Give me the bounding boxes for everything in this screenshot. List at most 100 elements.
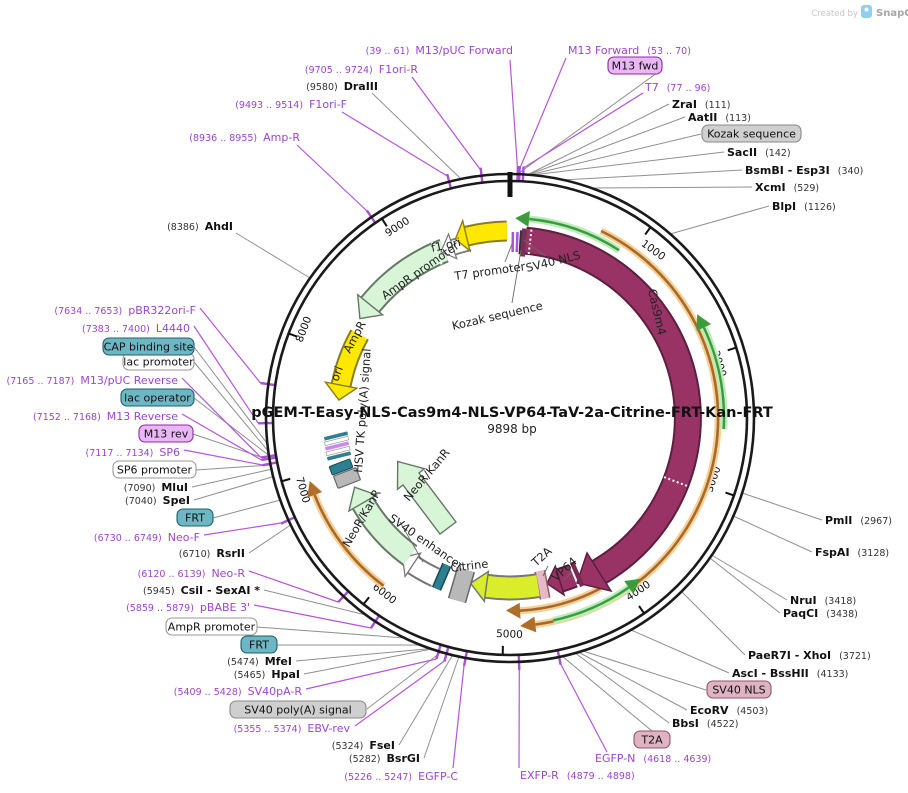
callout-frt-1-label: FRT (249, 639, 269, 652)
callout-fse1[interactable]: (5324) FseI (332, 739, 395, 752)
snapgene-icon-dot (864, 7, 869, 12)
callout-asc1[interactable]: AscI - BssHII (4133) (732, 667, 848, 680)
callout-spe1[interactable]: (7040) SpeI (125, 494, 190, 507)
callout-ahd1[interactable]: (8386) AhdI (167, 220, 233, 233)
callouts-top-left: (39 .. 61) M13/pUC Forward (9705 .. 9724)… (167, 44, 513, 233)
callout-frt-2-label: FRT (185, 512, 205, 525)
feature-t2a (534, 570, 551, 600)
callout-sv40-polya-label: SV40 poly(A) signal (244, 704, 351, 717)
callout-m13-forward[interactable]: M13 Forward (53 .. 70) (568, 44, 691, 57)
callout-f1ori-f[interactable]: (9493 .. 9514) F1ori-F (235, 98, 347, 111)
callout-paer71[interactable]: PaeR7I - XhoI (3721) (748, 649, 871, 662)
plasmid-backbone-ring (264, 172, 756, 664)
callout-box-t2a[interactable] (633, 730, 671, 749)
callout-bsrg1[interactable]: (5282) BsrGI (349, 752, 420, 765)
callout-aat2[interactable]: AatII (113) (688, 111, 751, 124)
enzyme-leader-lines (191, 69, 823, 759)
callout-l4440[interactable]: (7383 .. 7400) L4440 (82, 322, 190, 335)
primer-leader-lines (181, 57, 644, 769)
callout-mfe1[interactable]: (5474) MfeI (227, 655, 292, 668)
callout-box-m13-rev[interactable] (138, 424, 194, 443)
callout-box-m13-fwd[interactable] (607, 56, 663, 75)
callout-hpa1[interactable]: (5465) HpaI (234, 668, 300, 681)
feature-cas9m4 (524, 226, 702, 593)
callout-box-ampr-promoter[interactable] (165, 617, 258, 636)
callout-exfp-r[interactable]: EXFP-R (4879 .. 4898) (520, 769, 635, 782)
callout-rsr2[interactable]: (6710) RsrII (179, 547, 245, 560)
plasmid-title: pGEM-T-Easy-NLS-Cas9m4-NLS-VP64-TaV-2a-C… (251, 405, 773, 421)
callout-neo-r[interactable]: (6120 .. 6139) Neo-R (138, 567, 246, 580)
callout-paqc1[interactable]: PaqCI (3438) (783, 607, 858, 620)
callout-box-kozak[interactable] (701, 124, 802, 143)
callouts-right: PmlI (2967) FspAI (3128) NruI (3418) PaqCI(… (520, 514, 892, 782)
callout-sac2[interactable]: SacII (142) (727, 146, 791, 159)
callout-nru1[interactable]: NruI (3418) (790, 594, 856, 607)
callout-m13puc-reverse[interactable]: (7165 .. 7187) M13/pUC Reverse (7, 374, 179, 387)
map-label-kozak: Kozak sequence (451, 298, 545, 333)
callout-sv40-nls-label: SV40 NLS (712, 684, 765, 697)
map-label-t7-promoter: T7 promoter (452, 259, 526, 283)
callout-sp6-primer[interactable]: (7117 .. 7134) SP6 (86, 446, 180, 459)
callout-fspa1[interactable]: FspAI (3128) (815, 546, 889, 559)
callout-ecorv[interactable]: EcoRV (4503) (690, 704, 768, 717)
map-label-leaders (399, 239, 573, 581)
callout-box-cap-binding-site[interactable] (102, 337, 195, 356)
callout-pml1[interactable]: PmlI (2967) (825, 514, 892, 527)
feature-ori (323, 329, 369, 401)
callout-bbs1[interactable]: BbsI (4522) (672, 717, 739, 730)
tick-label: 9000 (383, 215, 412, 240)
callout-csi1[interactable]: (5945) CsiI - SexAI * (143, 584, 260, 597)
callouts-bottom-left: (5226 .. 5247) EGFP-C (5282) BsrGI (5324) F… (7, 304, 459, 783)
callout-egfp-n[interactable]: EGFP-N (4618 .. 4639) (595, 752, 711, 765)
callout-kozak-label: Kozak sequence (707, 128, 796, 141)
callout-egfp-c[interactable]: (5226 .. 5247) EGFP-C (344, 770, 458, 783)
callout-box-sp6-promoter[interactable] (112, 460, 197, 479)
callout-f1ori-r[interactable]: (9705 .. 9724) F1ori-R (305, 63, 418, 76)
callout-sv40pa-r[interactable]: (5409 .. 5428) SV40pA-R (174, 685, 303, 698)
callout-m13puc-forward[interactable]: (39 .. 61) M13/pUC Forward (366, 44, 513, 57)
callout-m13-fwd-label: M13 fwd (612, 60, 659, 73)
feature-frt-1 (431, 562, 452, 591)
callout-box-sv40-polya[interactable] (229, 700, 367, 719)
bp-scale-ticks (281, 218, 737, 655)
callout-ampr-promoter-label: AmpR promoter (168, 621, 256, 634)
callout-pbabe3[interactable]: (5859 .. 5879) pBABE 3' (126, 601, 250, 614)
map-label-f1-ori: f1 ori (430, 235, 462, 255)
feature-vp64 (546, 564, 578, 597)
feature-f1-ori (454, 218, 508, 253)
feature-neor-kanr-arrow (396, 460, 457, 535)
feature-t7-promoter (511, 231, 519, 253)
callout-sp6-promoter-label: SP6 promoter (117, 464, 193, 477)
tick-label: 8000 (294, 315, 315, 344)
callout-pbr322ori-f[interactable]: (7634 .. 7653) pBR322ori-F (54, 304, 196, 317)
tick-label: 5000 (496, 628, 523, 641)
callout-m13-rev-label: M13 rev (144, 428, 189, 441)
callout-lac-promoter-label: lac promoter (123, 356, 194, 369)
callout-box-frt-2[interactable] (176, 508, 214, 527)
callout-neo-f[interactable]: (6730 .. 6749) Neo-F (94, 531, 200, 544)
feature-sv40-nls-2 (569, 561, 585, 588)
map-label-t2a: T2A (528, 544, 555, 570)
feature-ampr (356, 238, 449, 320)
callout-xcm1[interactable]: XcmI (529) (755, 181, 819, 194)
callout-box-lac-operator[interactable] (120, 388, 195, 407)
callout-t2a-label: T2A (640, 734, 663, 747)
feature-sv40-polya (447, 567, 476, 604)
callout-zra1[interactable]: ZraI (111) (672, 98, 730, 111)
map-label-citrine: Citrine (450, 556, 489, 575)
snapgene-watermark: Created by SnapGene (811, 5, 908, 19)
callout-box-sv40-nls[interactable] (706, 680, 772, 699)
callout-amp-r[interactable]: (8936 .. 8955) Amp-R (189, 131, 300, 144)
callout-mlu1[interactable]: (7090) MluI (124, 481, 188, 494)
feature-frt-2 (328, 458, 354, 476)
feature-citrine (469, 569, 541, 604)
callout-ebv-rev[interactable]: (5355 .. 5374) EBV-rev (234, 722, 351, 735)
watermark-created-by: Created by (811, 9, 858, 19)
callout-box-frt-1[interactable] (240, 635, 278, 654)
callout-dra3[interactable]: (9580) DraIII (306, 80, 378, 93)
callout-blp1[interactable]: BlpI (1126) (772, 200, 836, 213)
callout-m13-reverse[interactable]: (7152 .. 7168) M13 Reverse (33, 410, 178, 423)
callout-t7-primer[interactable]: T7 (77 .. 96) (644, 81, 710, 94)
callout-bsmb1[interactable]: BsmBI - Esp3I (340) (745, 164, 863, 177)
